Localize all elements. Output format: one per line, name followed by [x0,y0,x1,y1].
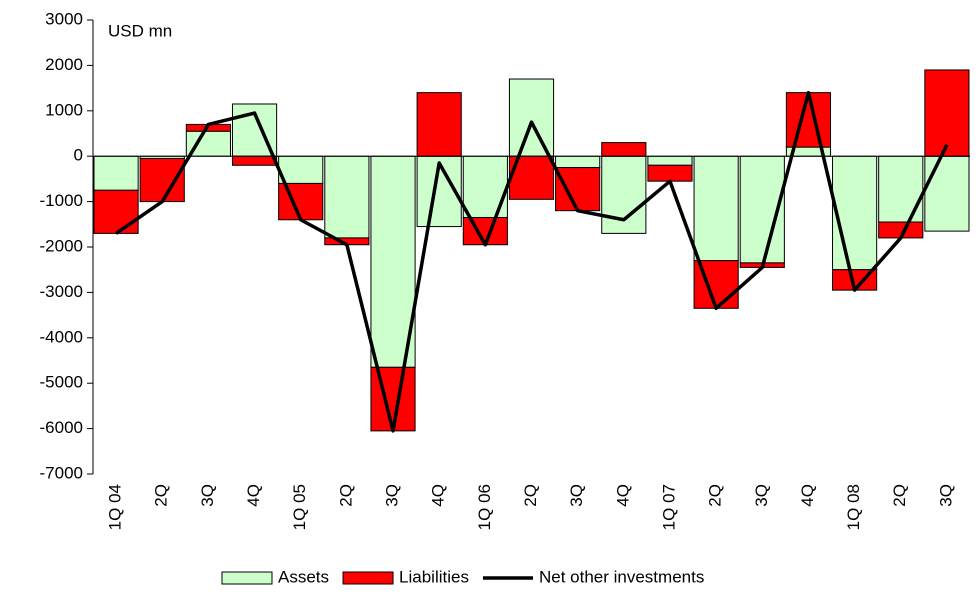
bar [416,92,462,157]
bar [555,155,601,169]
x-tick-label: 1Q 07 [659,484,678,530]
x-tick-label: 4Q [244,484,263,507]
bar [278,182,324,221]
x-tick-label: 3Q [198,484,217,507]
x-tick-label: 2Q [706,484,725,507]
line [115,90,949,433]
x-tick-label: 1Q 08 [844,484,863,530]
legend-label: Assets [278,567,329,586]
legend-swatch [221,571,273,585]
bar [601,142,647,157]
x-tick-label: 3Q [567,484,586,507]
y-tick-label: 1000 [45,100,83,119]
bar [324,155,370,239]
x-tick-label: 2Q [521,484,540,507]
x-tick-label: 2Q [890,484,909,507]
legend-label: Liabilities [399,567,469,586]
y-tick-label: 3000 [45,9,83,28]
bar [508,78,555,157]
x-tick-label: 3Q [936,484,955,507]
bar [924,69,970,157]
annotation: USD mn [108,21,172,40]
bar [832,155,878,271]
y-tick-label: -6000 [40,418,83,437]
bar [139,157,185,203]
bar [693,155,739,262]
bar [924,155,970,232]
bar [231,155,278,166]
bar [93,189,139,234]
bar [647,164,693,182]
x-tick-label: 2Q [152,484,171,507]
y-tick-label: -7000 [40,463,83,482]
y-tick-label: 0 [74,146,83,165]
legend-label: Net other investments [539,567,704,586]
bar [647,155,693,166]
y-tick-label: -5000 [40,373,83,392]
bar [878,155,924,223]
bar [278,155,324,184]
x-tick-label: 1Q 04 [106,484,125,530]
x-tick-label: 4Q [429,484,448,507]
bar [785,92,832,148]
y-tick-label: 2000 [45,55,83,74]
y-tick-label: -4000 [40,327,83,346]
x-tick-label: 4Q [613,484,632,507]
legend-swatch [342,571,394,585]
bar [555,167,601,212]
x-tick-label: 3Q [752,484,771,507]
y-tick-label: -3000 [40,282,83,301]
x-tick-label: 1Q 06 [475,484,494,530]
x-tick-label: 3Q [383,484,402,507]
y-tick-label: -2000 [40,236,83,255]
y-tick-label: -1000 [40,191,83,210]
bar [93,155,139,191]
x-tick-label: 1Q 05 [290,484,309,530]
bar [601,155,647,234]
x-tick-label: 2Q [336,484,355,507]
x-tick-label: 4Q [798,484,817,507]
